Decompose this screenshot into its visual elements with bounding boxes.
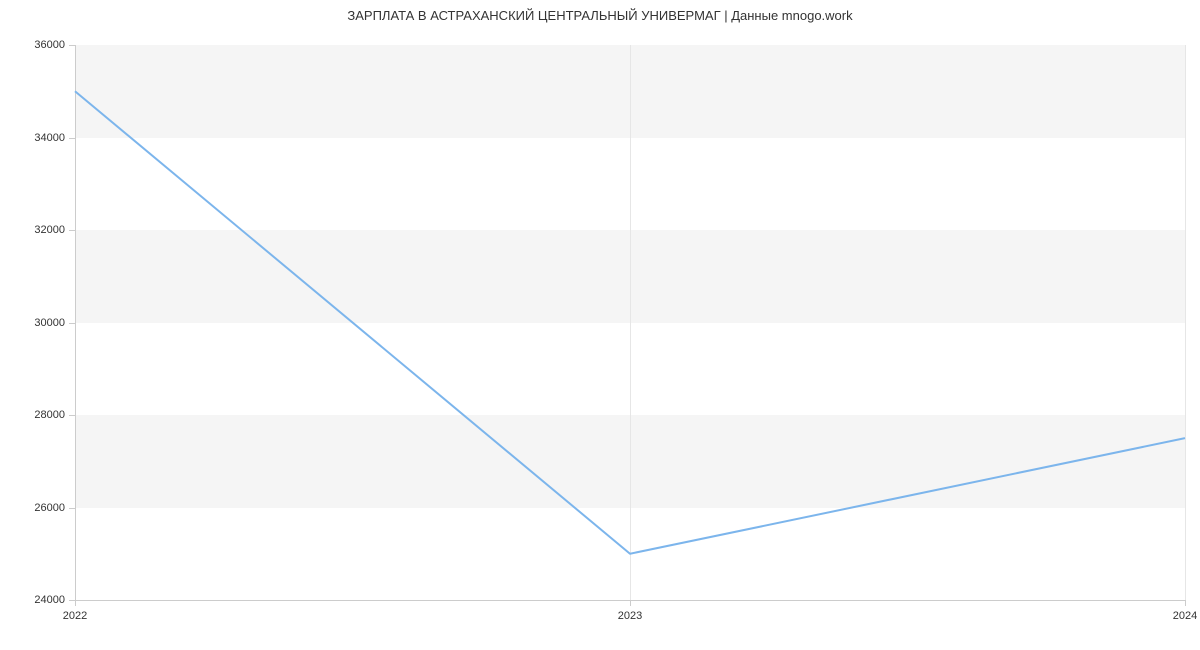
x-tick-mark (1185, 600, 1186, 606)
y-tick-label: 26000 (34, 502, 65, 514)
y-tick-label: 32000 (34, 224, 65, 236)
salary-line-chart: ЗАРПЛАТА В АСТРАХАНСКИЙ ЦЕНТРАЛЬНЫЙ УНИВ… (0, 0, 1200, 650)
x-tick-label: 2024 (1173, 610, 1197, 622)
y-tick-label: 34000 (34, 132, 65, 144)
y-tick-label: 28000 (34, 409, 65, 421)
gridline-vertical (1185, 45, 1186, 600)
series-line-salary (75, 91, 1185, 554)
y-tick-label: 24000 (34, 594, 65, 606)
y-tick-label: 30000 (34, 317, 65, 329)
x-tick-mark (75, 600, 76, 606)
line-layer (75, 45, 1185, 600)
x-tick-mark (630, 600, 631, 606)
chart-title: ЗАРПЛАТА В АСТРАХАНСКИЙ ЦЕНТРАЛЬНЫЙ УНИВ… (0, 8, 1200, 23)
y-tick-label: 36000 (34, 39, 65, 51)
x-tick-label: 2023 (618, 610, 642, 622)
x-tick-label: 2022 (63, 610, 87, 622)
plot-area: 2400026000280003000032000340003600020222… (75, 45, 1185, 600)
